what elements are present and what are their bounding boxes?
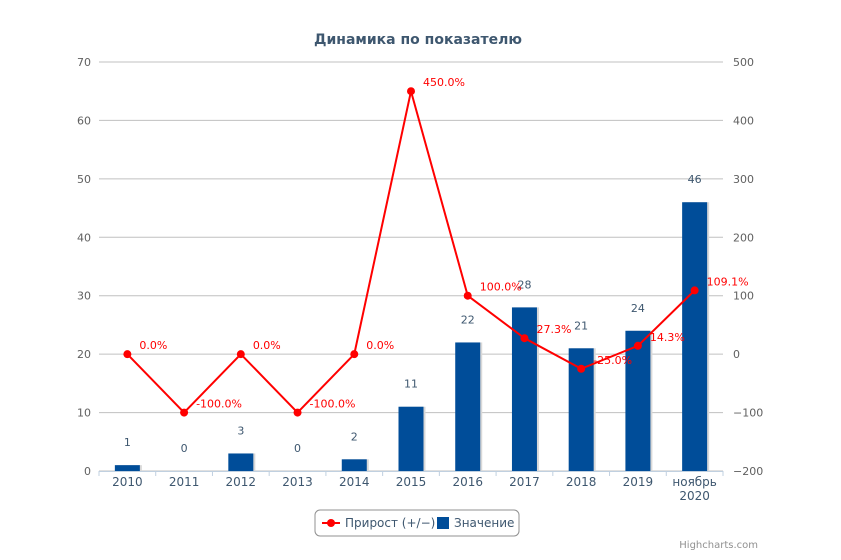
x-tick-label: 2015 xyxy=(396,475,427,489)
bar-data-label: 46 xyxy=(688,173,702,186)
line-data-label: -25.0% xyxy=(593,354,632,367)
bar-data-label: 21 xyxy=(574,319,588,332)
x-tick-label: 2019 xyxy=(623,475,654,489)
y-right-tick-label: 200 xyxy=(733,231,754,244)
bar xyxy=(341,459,367,471)
legend-item-bar[interactable]: Значение xyxy=(437,516,514,530)
line-point xyxy=(690,286,699,295)
bar xyxy=(228,453,254,471)
bar xyxy=(398,406,424,471)
grid xyxy=(99,61,723,472)
legend-item-line[interactable]: Прирост (+/−) xyxy=(322,516,435,530)
legend-box xyxy=(314,509,520,537)
line-data-label: 27.3% xyxy=(536,323,571,336)
line-point xyxy=(633,341,642,350)
legend-bar-label: Значение xyxy=(454,516,514,530)
y-right-tick-label: 400 xyxy=(733,114,754,127)
line-series xyxy=(123,87,699,417)
line-point xyxy=(350,350,359,359)
bar-data-label: 2 xyxy=(351,430,358,443)
line-data-label: 450.0% xyxy=(423,76,465,89)
bar-data-label: 0 xyxy=(294,442,301,455)
line-data-label: -100.0% xyxy=(310,398,356,411)
bar xyxy=(114,465,140,471)
bar-labels: 1 0 3 0 2 11 22 28 21 24 46 xyxy=(124,173,702,455)
line-point xyxy=(520,334,529,343)
legend-bar-symbol xyxy=(437,517,449,529)
line-point xyxy=(123,350,132,359)
x-tick-label: 2018 xyxy=(566,475,597,489)
line-point xyxy=(236,350,245,359)
line-data-label: 0.0% xyxy=(139,339,167,352)
bar-data-label: 28 xyxy=(517,278,531,291)
y-axis-right: −200 −100 0 100 200 300 400 500 xyxy=(733,56,763,478)
y-left-tick-label: 10 xyxy=(77,407,91,420)
bar xyxy=(625,330,651,471)
x-tick-label: ноябрь 2020 xyxy=(672,475,717,503)
bar-data-label: 1 xyxy=(124,436,131,449)
x-tick-label: 2012 xyxy=(226,475,257,489)
line-labels: 0.0% -100.0% 0.0% -100.0% 0.0% 450.0% 100.0% 27… xyxy=(139,76,748,410)
y-left-tick-label: 40 xyxy=(77,231,91,244)
y-right-tick-label: 500 xyxy=(733,56,754,69)
credits[interactable]: Highcharts.com xyxy=(679,540,758,551)
line-data-label: 109.1% xyxy=(707,275,749,288)
x-axis: 2010 2011 2012 2013 2014 2015 2016 2017 2018 2019… xyxy=(98,471,724,503)
bar-data-label: 3 xyxy=(237,424,244,437)
line-point xyxy=(577,364,586,373)
bar-series xyxy=(114,202,710,471)
bar-data-label: 0 xyxy=(181,442,188,455)
y-right-tick-label: −100 xyxy=(733,407,763,420)
bar-data-label: 22 xyxy=(461,313,475,326)
y-left-tick-label: 70 xyxy=(77,56,91,69)
x-tick-label: 2016 xyxy=(452,475,483,489)
y-left-tick-label: 0 xyxy=(84,465,91,478)
line-point xyxy=(407,87,415,96)
chart-title: Динамика по показателю xyxy=(314,32,522,48)
y-right-tick-label: 0 xyxy=(733,348,740,361)
line-data-label: 0.0% xyxy=(366,339,394,352)
y-axis-left: 0 10 20 30 40 50 60 70 xyxy=(77,56,91,478)
legend-line-label: Прирост (+/−) xyxy=(345,516,435,530)
line-data-label: -100.0% xyxy=(196,398,242,411)
y-left-tick-label: 20 xyxy=(77,348,91,361)
line-data-label: 100.0% xyxy=(480,281,522,294)
y-right-tick-label: 100 xyxy=(733,290,754,303)
line-point xyxy=(293,408,302,417)
y-left-tick-label: 60 xyxy=(77,114,91,127)
x-tick-label: 2013 xyxy=(282,475,313,489)
y-left-tick-label: 50 xyxy=(77,173,91,186)
y-right-tick-label: 300 xyxy=(733,173,754,186)
x-tick-label: 2011 xyxy=(169,475,200,489)
bar xyxy=(455,342,481,471)
line-data-label: 0.0% xyxy=(253,339,281,352)
x-tick-label: 2017 xyxy=(509,475,540,489)
bar xyxy=(682,202,708,471)
x-tick-label: 2010 xyxy=(112,475,143,489)
bar-data-label: 11 xyxy=(404,378,418,391)
line-point xyxy=(180,408,189,417)
legend[interactable]: Прирост (+/−) Значение xyxy=(314,509,520,537)
x-tick-label: 2014 xyxy=(339,475,370,489)
line-data-label: 14.3% xyxy=(650,331,685,344)
bar-data-label: 24 xyxy=(631,302,645,315)
legend-line-marker xyxy=(327,519,335,527)
y-right-tick-label: −200 xyxy=(733,465,763,478)
line-point xyxy=(463,291,472,300)
y-left-tick-label: 30 xyxy=(77,290,91,303)
